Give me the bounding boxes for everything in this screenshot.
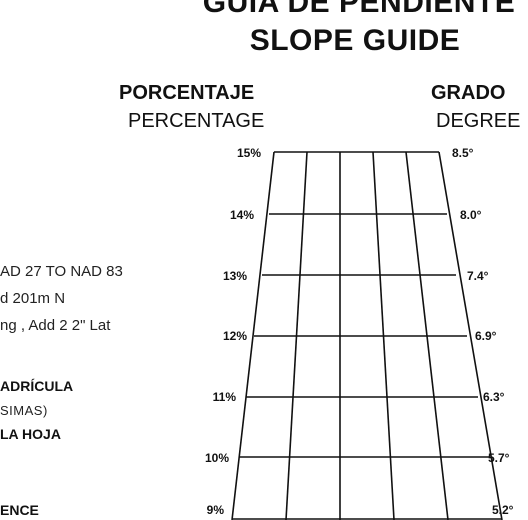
percentage-header-spanish: PORCENTAJE: [119, 82, 255, 104]
datum-note-line-2: d 201m N: [0, 290, 66, 307]
degree-label: 6.3°: [483, 390, 505, 404]
percent-label: 10%: [204, 451, 229, 465]
legend-line-3: LA HOJA: [0, 426, 61, 442]
grid-column-line: [285, 151, 308, 520]
percent-label: 12%: [222, 329, 247, 343]
degree-label: 8.5°: [452, 146, 474, 160]
datum-note-line-1: AD 27 TO NAD 83: [0, 263, 123, 280]
degree-label: 5.7°: [488, 451, 510, 465]
percent-label: 14%: [229, 208, 254, 222]
grid-column-line: [372, 151, 395, 520]
grid-right-edge: [438, 151, 503, 520]
percentage-header-english: PERCENTAGE: [128, 110, 265, 132]
datum-note-line-3: ng , Add 2 2" Lat: [0, 317, 111, 334]
degree-header-spanish: GRADO: [431, 82, 506, 104]
legend-line-1: ADRÍCULA: [0, 378, 74, 394]
degree-header-english: DEGREE: [436, 110, 521, 132]
percent-label: 13%: [222, 269, 247, 283]
title-spanish: GUÍA DE PENDIENTE: [202, 0, 516, 19]
legend-line-2: SIMAS): [0, 403, 48, 418]
percent-label: 11%: [212, 390, 236, 404]
percent-label: 9%: [206, 503, 224, 517]
title-english: SLOPE GUIDE: [249, 24, 461, 57]
degree-label: 5.2°: [492, 503, 514, 517]
degree-label: 6.9°: [475, 329, 497, 343]
degree-label: 7.4°: [467, 269, 489, 283]
percent-label: 15%: [236, 146, 261, 160]
degree-label: 8.0°: [460, 208, 482, 222]
grid-column-line: [405, 151, 449, 520]
legend-line-4: ENCE: [0, 502, 39, 518]
grid-left-edge: [231, 151, 275, 520]
